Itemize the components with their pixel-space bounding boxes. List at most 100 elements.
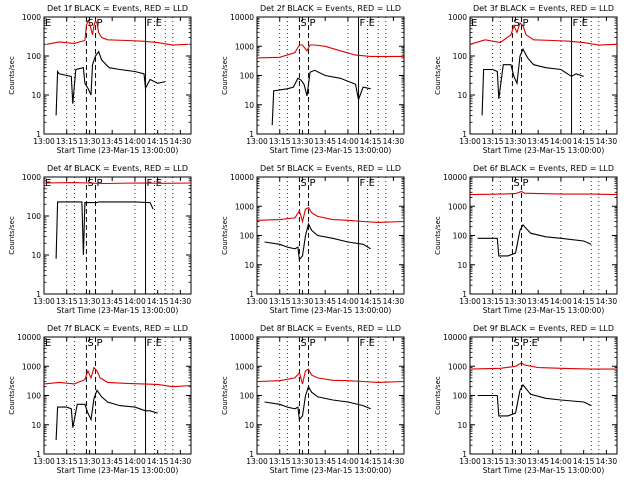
- x-tick-label: 13:15: [482, 297, 504, 306]
- x-tick-label: 14:15: [360, 297, 382, 306]
- x-axis-label: Start Time (23-Mar-15 13:00:00): [483, 466, 605, 475]
- y-axis-label: Counts/sec: [221, 216, 229, 255]
- event-marker-label: E: [45, 18, 51, 29]
- y-axis-label: Counts/sec: [8, 376, 16, 415]
- y-tick-label: 1000: [22, 362, 41, 371]
- x-tick-label: 14:30: [596, 137, 618, 146]
- plot-frame: [43, 176, 192, 295]
- y-tick-label: 10: [244, 421, 254, 430]
- x-tick-label: 14:00: [550, 137, 572, 146]
- x-tick-label: 13:00: [246, 297, 268, 306]
- x-tick-label: 14:00: [550, 457, 572, 466]
- series-events-line: [264, 385, 371, 421]
- event-marker-label: E: [45, 338, 51, 349]
- y-tick-label: 1000: [235, 202, 254, 211]
- x-tick-label: 13:30: [79, 297, 101, 306]
- plot-title: Det 3f BLACK = Events, RED = LLD: [473, 4, 614, 13]
- y-tick-label: 1: [249, 130, 254, 139]
- x-tick-label: 13:15: [56, 297, 78, 306]
- event-marker-label: P: [310, 18, 316, 29]
- y-tick-label: 1000: [448, 362, 467, 371]
- x-tick-label: 13:00: [33, 457, 55, 466]
- plot-frame: [469, 16, 618, 135]
- plot-frame: [256, 176, 405, 295]
- plot-title: Det 2f BLACK = Events, RED = LLD: [260, 4, 401, 13]
- y-tick-label: 1: [249, 290, 254, 299]
- event-marker-label: P: [97, 18, 103, 29]
- x-tick-label: 14:00: [124, 457, 146, 466]
- x-tick-label: 14:15: [360, 137, 382, 146]
- series-lld-line: [469, 362, 617, 370]
- x-tick-label: 13:30: [79, 137, 101, 146]
- event-marker-label: P: [310, 338, 316, 349]
- y-tick-label: 1: [36, 290, 41, 299]
- x-tick-label: 14:00: [337, 137, 359, 146]
- x-tick-label: 14:00: [337, 457, 359, 466]
- x-tick-label: 13:15: [269, 297, 291, 306]
- plot-frame: [256, 16, 405, 135]
- x-tick-label: 14:30: [596, 457, 618, 466]
- event-marker-label: F: [573, 18, 579, 29]
- x-tick-label: 13:15: [482, 137, 504, 146]
- x-tick-label: 13:15: [56, 137, 78, 146]
- plot-title: Det 9f BLACK = Events, RED = LLD: [473, 324, 614, 333]
- y-tick-label: 1: [462, 130, 467, 139]
- y-tick-label: 1000: [22, 13, 41, 22]
- y-tick-label: 100: [453, 392, 468, 401]
- event-marker-label: P: [523, 18, 529, 29]
- y-tick-label: 10000: [230, 13, 254, 22]
- event-marker-label: P: [523, 338, 529, 349]
- y-tick-label: 10000: [17, 333, 41, 342]
- x-tick-label: 13:00: [459, 137, 481, 146]
- series-events-line: [55, 201, 154, 259]
- x-tick-label: 13:45: [527, 137, 549, 146]
- event-marker-label: F: [147, 338, 153, 349]
- x-tick-label: 14:15: [147, 137, 169, 146]
- x-tick-label: 14:30: [383, 137, 405, 146]
- x-tick-label: 13:00: [246, 137, 268, 146]
- plot-title: Det 1f BLACK = Events, RED = LLD: [47, 4, 188, 13]
- event-marker-label: F: [360, 178, 366, 189]
- x-tick-label: 13:00: [246, 457, 268, 466]
- y-tick-label: 1: [462, 290, 467, 299]
- plot-title: Det 5f BLACK = Events, RED = LLD: [260, 164, 401, 173]
- y-tick-label: 10000: [230, 333, 254, 342]
- x-tick-label: 13:30: [505, 297, 527, 306]
- event-marker-label: E: [369, 338, 375, 349]
- y-tick-label: 100: [27, 212, 42, 221]
- series-events-line: [477, 383, 592, 417]
- x-tick-label: 13:45: [101, 457, 123, 466]
- y-tick-label: 100: [240, 72, 255, 81]
- series-events-line: [264, 222, 371, 261]
- event-marker-label: F: [360, 338, 366, 349]
- x-tick-label: 13:15: [269, 137, 291, 146]
- plot-frame: [256, 336, 405, 455]
- event-marker-label: E: [369, 178, 375, 189]
- x-axis-label: Start Time (23-Mar-15 13:00:00): [483, 306, 605, 315]
- y-tick-label: 1000: [22, 173, 41, 182]
- event-marker-label: E: [471, 18, 477, 29]
- x-tick-label: 14:30: [596, 297, 618, 306]
- x-tick-label: 13:15: [482, 457, 504, 466]
- y-tick-label: 1000: [448, 202, 467, 211]
- x-tick-label: 13:45: [314, 297, 336, 306]
- x-tick-label: 13:45: [314, 457, 336, 466]
- y-tick-label: 10: [244, 101, 254, 110]
- x-tick-label: 13:45: [314, 137, 336, 146]
- y-tick-label: 10000: [230, 173, 254, 182]
- x-tick-label: 14:00: [124, 137, 146, 146]
- series-events-line: [481, 47, 584, 116]
- y-axis-label: Counts/sec: [434, 216, 442, 255]
- x-tick-label: 14:15: [573, 137, 595, 146]
- series-lld-line: [256, 44, 404, 59]
- event-marker-label: E: [582, 18, 588, 29]
